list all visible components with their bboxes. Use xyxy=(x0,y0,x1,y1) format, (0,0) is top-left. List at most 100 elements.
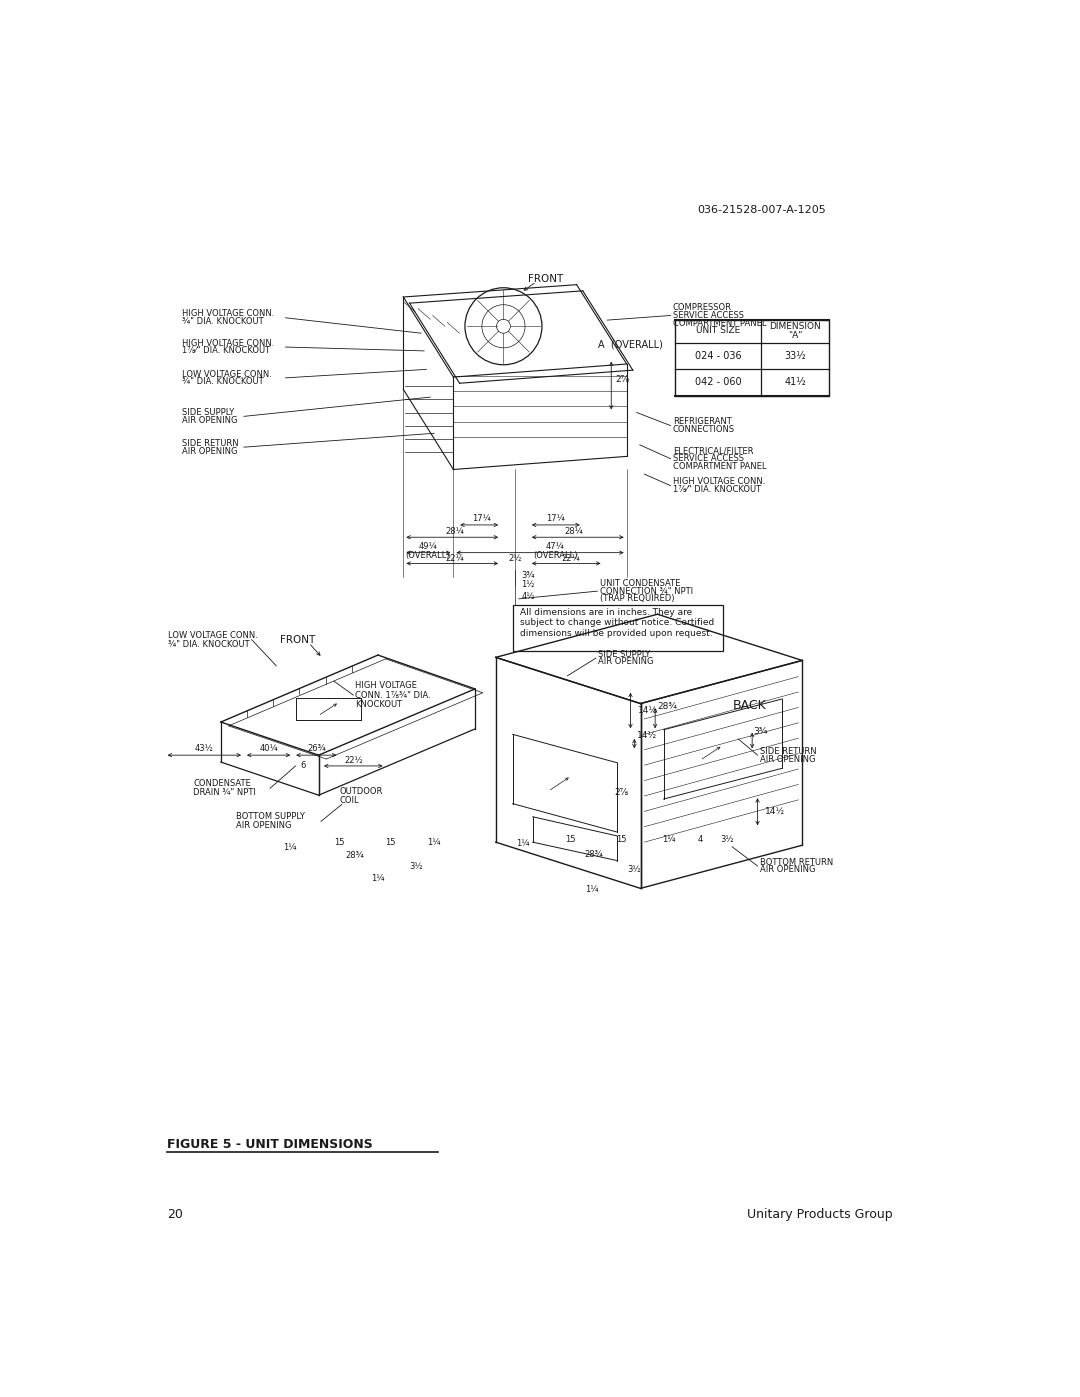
Text: SIDE SUPPLY: SIDE SUPPLY xyxy=(183,408,234,416)
Text: REFRIGERANT: REFRIGERANT xyxy=(673,418,731,426)
Text: 17¼: 17¼ xyxy=(472,514,491,524)
Text: 33½: 33½ xyxy=(784,351,806,360)
Text: 14½: 14½ xyxy=(766,807,785,816)
Text: BOTTOM RETURN: BOTTOM RETURN xyxy=(760,858,833,866)
Text: LOW VOLTAGE CONN.: LOW VOLTAGE CONN. xyxy=(183,369,272,379)
Text: 22¼: 22¼ xyxy=(446,553,464,563)
Text: 28¾: 28¾ xyxy=(346,851,364,859)
Text: 15: 15 xyxy=(334,838,345,848)
Text: 3½: 3½ xyxy=(720,834,733,844)
Text: A  (OVERALL): A (OVERALL) xyxy=(598,339,663,349)
Text: UNIT CONDENSATE: UNIT CONDENSATE xyxy=(599,578,680,588)
Text: 1¼: 1¼ xyxy=(662,834,676,844)
Text: 28¾: 28¾ xyxy=(584,849,603,859)
Text: 6: 6 xyxy=(300,761,306,770)
Text: 17¼: 17¼ xyxy=(546,514,565,524)
Text: SERVICE ACCESS: SERVICE ACCESS xyxy=(673,312,744,320)
Text: UNIT SIZE: UNIT SIZE xyxy=(697,327,741,335)
Text: BOTTOM SUPPLY: BOTTOM SUPPLY xyxy=(237,812,306,821)
Text: 1⅞⁄" DIA. KNOCKOUT: 1⅞⁄" DIA. KNOCKOUT xyxy=(673,485,761,495)
Text: AIR OPENING: AIR OPENING xyxy=(760,865,815,875)
Text: 15: 15 xyxy=(384,838,395,848)
Text: (TRAP REQUIRED): (TRAP REQUIRED) xyxy=(599,594,674,604)
Text: HIGH VOLTAGE CONN.: HIGH VOLTAGE CONN. xyxy=(183,310,274,319)
Text: ¾" DIA. KNOCKOUT: ¾" DIA. KNOCKOUT xyxy=(183,377,264,386)
Text: ¾" DIA. KNOCKOUT: ¾" DIA. KNOCKOUT xyxy=(168,640,251,648)
Text: 14½: 14½ xyxy=(638,705,659,715)
Bar xyxy=(513,605,723,651)
Text: DRAIN ¾" NPTI: DRAIN ¾" NPTI xyxy=(193,788,256,798)
Text: (OVERALL): (OVERALL) xyxy=(406,552,450,560)
Text: 042 - 060: 042 - 060 xyxy=(694,377,742,387)
Text: AIR OPENING: AIR OPENING xyxy=(760,754,815,764)
Text: 2⅞: 2⅞ xyxy=(615,788,629,798)
Text: 47¼: 47¼ xyxy=(545,542,565,550)
Text: 2½: 2½ xyxy=(509,553,522,563)
Text: 20: 20 xyxy=(167,1208,183,1221)
Text: 1¼: 1¼ xyxy=(516,840,529,848)
Text: KNOCKOUT: KNOCKOUT xyxy=(355,700,402,708)
Text: (OVERALL): (OVERALL) xyxy=(532,552,578,560)
Text: COMPARTMENT PANEL: COMPARTMENT PANEL xyxy=(673,462,767,471)
Text: AIR OPENING: AIR OPENING xyxy=(237,821,292,830)
Text: 024 - 036: 024 - 036 xyxy=(694,351,742,360)
Bar xyxy=(675,320,829,395)
Text: 4½: 4½ xyxy=(522,592,535,601)
Text: 28¼: 28¼ xyxy=(565,527,583,535)
Text: SIDE RETURN: SIDE RETURN xyxy=(183,439,239,448)
Text: SIDE SUPPLY: SIDE SUPPLY xyxy=(598,650,650,659)
Text: 1¼: 1¼ xyxy=(283,842,297,852)
Text: ELECTRICAL/FILTER: ELECTRICAL/FILTER xyxy=(673,447,754,455)
Text: 43½: 43½ xyxy=(194,745,213,753)
Text: HIGH VOLTAGE CONN.: HIGH VOLTAGE CONN. xyxy=(673,478,766,486)
Text: BACK: BACK xyxy=(733,698,767,711)
Text: CONNECTIONS: CONNECTIONS xyxy=(673,425,735,434)
Text: COMPRESSOR: COMPRESSOR xyxy=(673,303,732,313)
Text: 3½: 3½ xyxy=(409,862,423,870)
Text: 49¼: 49¼ xyxy=(419,542,437,550)
Text: 41½: 41½ xyxy=(784,377,806,387)
Text: ¾" DIA. KNOCKOUT: ¾" DIA. KNOCKOUT xyxy=(183,317,264,326)
Text: All dimensions are in inches. They are
subject to change without notice. Certifi: All dimensions are in inches. They are s… xyxy=(519,608,714,638)
Text: CONN. 1⅞¾" DIA.: CONN. 1⅞¾" DIA. xyxy=(355,690,431,700)
Text: 1¼: 1¼ xyxy=(372,875,384,883)
Text: 1½: 1½ xyxy=(522,581,535,590)
Text: AIR OPENING: AIR OPENING xyxy=(183,416,238,425)
Text: 4: 4 xyxy=(698,834,702,844)
Text: SERVICE ACCESS: SERVICE ACCESS xyxy=(673,454,744,464)
Text: 1⅞⁄" DIA. KNOCKOUT: 1⅞⁄" DIA. KNOCKOUT xyxy=(183,346,270,355)
Text: 28¾: 28¾ xyxy=(658,703,677,711)
Text: FRONT: FRONT xyxy=(280,634,315,644)
Text: COIL: COIL xyxy=(339,796,359,805)
Text: 3¾: 3¾ xyxy=(754,726,768,736)
Text: HIGH VOLTAGE CONN.: HIGH VOLTAGE CONN. xyxy=(183,338,274,348)
Text: 3½: 3½ xyxy=(627,865,642,875)
Text: COMPARTMENT PANEL: COMPARTMENT PANEL xyxy=(673,319,767,328)
Text: 036-21528-007-A-1205: 036-21528-007-A-1205 xyxy=(697,205,826,215)
Text: 15: 15 xyxy=(565,834,576,844)
Text: 2⅞: 2⅞ xyxy=(616,374,630,384)
Text: 22½: 22½ xyxy=(345,756,363,766)
Text: 26¾: 26¾ xyxy=(307,745,326,753)
Text: AIR OPENING: AIR OPENING xyxy=(183,447,238,455)
Text: FRONT: FRONT xyxy=(528,274,564,285)
Text: FIGURE 5 - UNIT DIMENSIONS: FIGURE 5 - UNIT DIMENSIONS xyxy=(167,1137,373,1151)
Text: DIMENSION: DIMENSION xyxy=(769,321,821,331)
Text: 14½: 14½ xyxy=(636,732,657,740)
Text: 15: 15 xyxy=(616,834,626,844)
Text: 40¼: 40¼ xyxy=(259,745,278,753)
Text: SIDE RETURN: SIDE RETURN xyxy=(760,747,816,756)
Text: LOW VOLTAGE CONN.: LOW VOLTAGE CONN. xyxy=(168,630,258,640)
Text: 1¼: 1¼ xyxy=(585,886,598,894)
Text: 28¼: 28¼ xyxy=(446,527,464,535)
Text: AIR OPENING: AIR OPENING xyxy=(598,658,653,666)
Text: Unitary Products Group: Unitary Products Group xyxy=(746,1208,892,1221)
Text: CONNECTION ¾" NPTI: CONNECTION ¾" NPTI xyxy=(599,587,693,595)
Text: "A": "A" xyxy=(788,331,802,339)
Text: CONDENSATE: CONDENSATE xyxy=(193,780,251,788)
Text: 3¾: 3¾ xyxy=(522,571,535,580)
Text: 1¼: 1¼ xyxy=(428,838,441,848)
Text: OUTDOOR: OUTDOOR xyxy=(339,787,382,796)
Text: HIGH VOLTAGE: HIGH VOLTAGE xyxy=(355,682,417,690)
Text: 22¼: 22¼ xyxy=(562,553,580,563)
